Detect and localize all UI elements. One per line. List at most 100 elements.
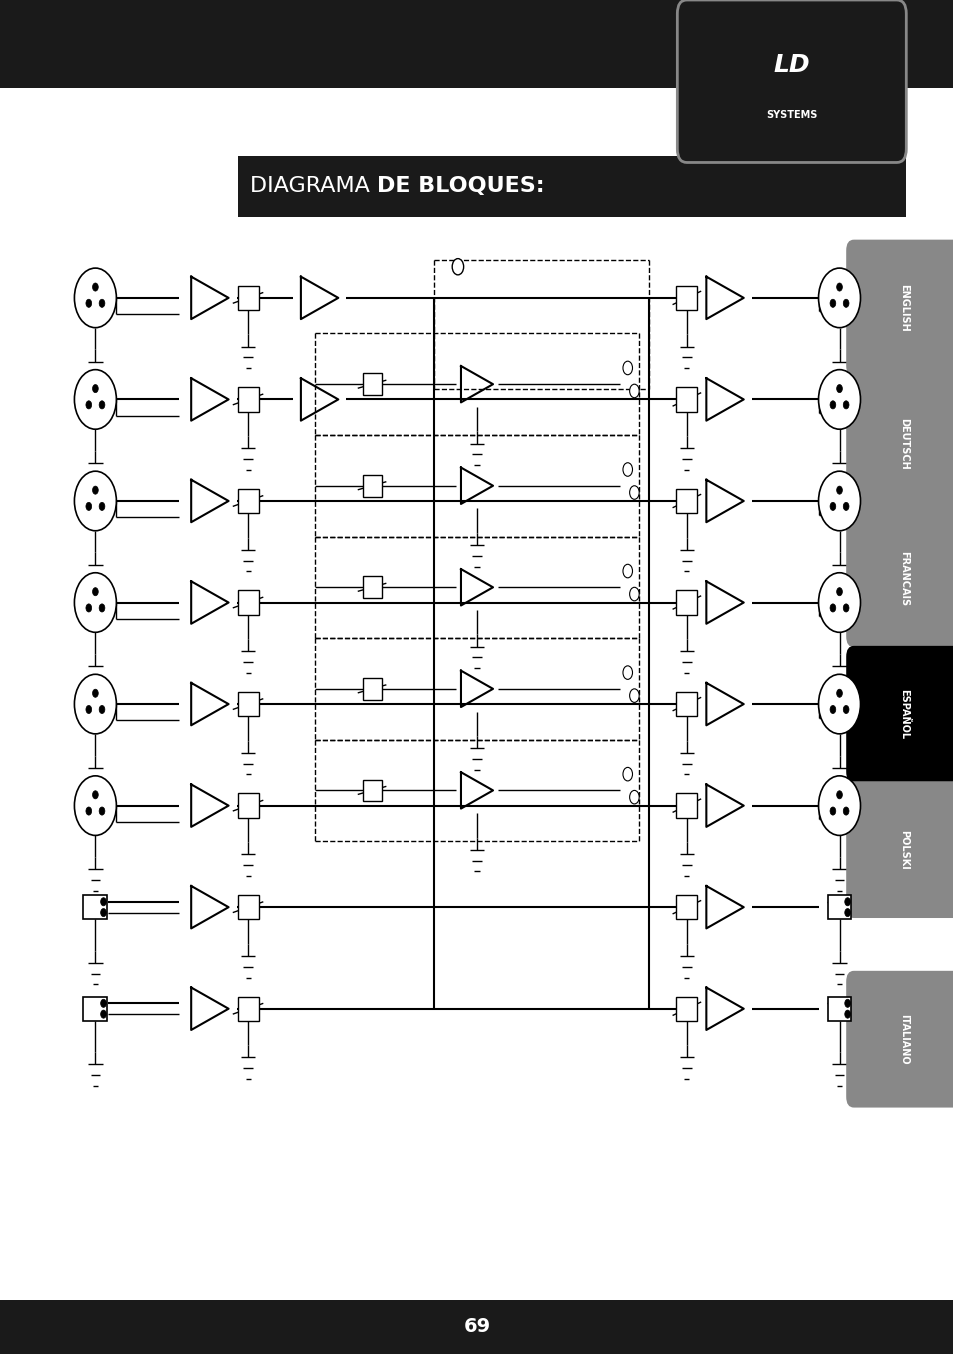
Circle shape [842,401,848,409]
Circle shape [92,588,98,596]
Circle shape [818,370,860,429]
Bar [237,793,258,818]
Circle shape [829,705,835,714]
FancyBboxPatch shape [0,0,953,88]
Circle shape [818,268,860,328]
Circle shape [99,807,105,815]
Circle shape [86,299,91,307]
Circle shape [74,674,116,734]
Circle shape [101,1010,107,1018]
Circle shape [844,1010,850,1018]
Circle shape [842,299,848,307]
Bar [362,374,381,395]
Circle shape [836,588,841,596]
Circle shape [844,909,850,917]
Circle shape [836,791,841,799]
Circle shape [818,573,860,632]
Bar [676,895,697,919]
Circle shape [74,776,116,835]
Circle shape [99,705,105,714]
Circle shape [99,502,105,510]
Bar [676,590,697,615]
Circle shape [836,283,841,291]
Circle shape [92,486,98,494]
Circle shape [99,604,105,612]
Bar [84,895,108,919]
FancyBboxPatch shape [845,375,953,512]
Circle shape [92,385,98,393]
Text: DEUTSCH: DEUTSCH [898,417,908,470]
Bar [676,286,697,310]
Text: FRANCAIS: FRANCAIS [898,551,908,607]
Circle shape [818,674,860,734]
Circle shape [86,502,91,510]
Circle shape [86,705,91,714]
Circle shape [86,807,91,815]
Circle shape [629,486,639,500]
Circle shape [842,705,848,714]
Bar [237,590,258,615]
FancyBboxPatch shape [677,0,905,162]
FancyBboxPatch shape [238,156,905,217]
Circle shape [622,463,632,477]
Circle shape [452,259,463,275]
Circle shape [829,401,835,409]
Bar [826,997,850,1021]
Bar [826,895,850,919]
Circle shape [101,909,107,917]
Circle shape [74,268,116,328]
FancyBboxPatch shape [845,971,953,1108]
Circle shape [836,689,841,697]
Circle shape [829,299,835,307]
Text: LD: LD [773,53,809,77]
Circle shape [818,471,860,531]
Circle shape [74,573,116,632]
Circle shape [622,666,632,680]
Bar [237,387,258,412]
Circle shape [86,401,91,409]
Bar [237,286,258,310]
Circle shape [842,502,848,510]
Bar [362,475,381,497]
FancyBboxPatch shape [845,646,953,783]
Bar [237,692,258,716]
Bar [362,577,381,598]
Bar [676,387,697,412]
Circle shape [829,502,835,510]
Text: DIAGRAMA: DIAGRAMA [250,176,376,196]
Bar [676,997,697,1021]
Circle shape [844,999,850,1007]
Text: ENGLISH: ENGLISH [898,284,908,332]
Circle shape [622,362,632,375]
Circle shape [74,370,116,429]
Circle shape [818,776,860,835]
Bar [676,489,697,513]
Text: ITALIANO: ITALIANO [898,1014,908,1064]
Bar [362,678,381,700]
FancyBboxPatch shape [845,510,953,647]
Circle shape [101,898,107,906]
Circle shape [99,299,105,307]
Circle shape [844,898,850,906]
Circle shape [622,768,632,781]
Bar [676,692,697,716]
Circle shape [629,791,639,804]
FancyBboxPatch shape [845,781,953,918]
Circle shape [829,604,835,612]
Bar [237,895,258,919]
Circle shape [842,807,848,815]
FancyBboxPatch shape [0,1300,953,1354]
Circle shape [622,565,632,578]
Circle shape [101,999,107,1007]
Text: ESPAÑOL: ESPAÑOL [898,689,908,739]
Circle shape [629,689,639,703]
Circle shape [74,471,116,531]
Bar [237,489,258,513]
Circle shape [629,588,639,601]
Circle shape [86,604,91,612]
Circle shape [836,385,841,393]
Bar [676,793,697,818]
Text: POLSKI: POLSKI [898,830,908,869]
Bar [362,780,381,802]
Text: DE BLOQUES:: DE BLOQUES: [376,176,544,196]
